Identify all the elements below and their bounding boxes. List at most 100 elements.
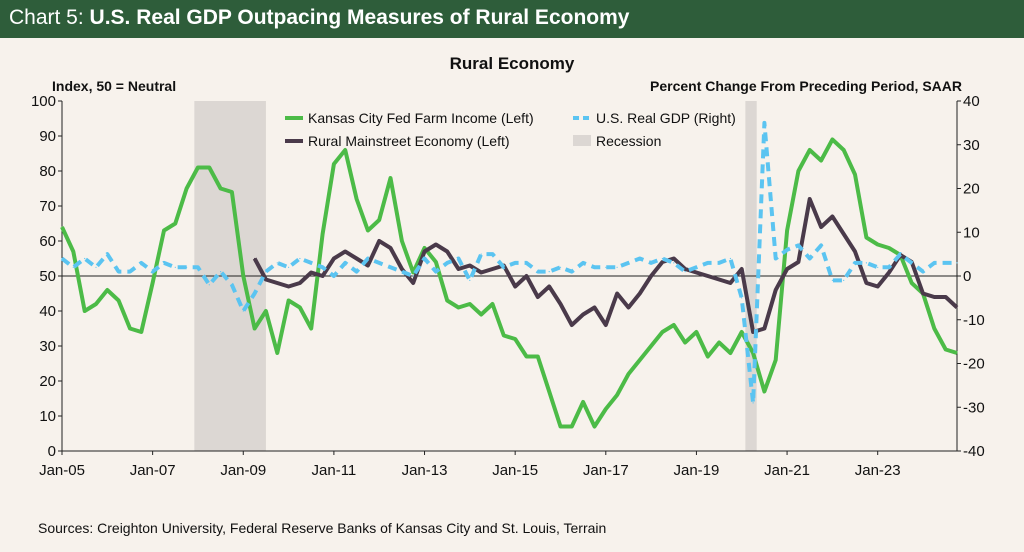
data-point-farm (548, 390, 550, 393)
data-point-rural (423, 250, 426, 253)
data-point-rural (344, 250, 346, 253)
data-point-farm (831, 138, 834, 141)
data-point-rural (695, 271, 698, 274)
data-point-gdp (140, 262, 142, 264)
data-point-farm (480, 313, 482, 316)
data-point-rural (378, 240, 380, 242)
data-point-farm (446, 299, 448, 302)
data-point-farm (616, 394, 618, 396)
data-point-rural (593, 306, 596, 309)
data-point-farm (888, 247, 890, 249)
data-point-rural (775, 289, 777, 291)
data-point-rural (322, 275, 324, 277)
data-point-gdp (843, 279, 845, 281)
data-point-farm (276, 352, 278, 354)
data-point-farm (356, 198, 358, 200)
data-point-gdp (582, 262, 584, 264)
data-point-gdp (152, 271, 154, 273)
data-point-gdp (548, 271, 550, 273)
data-point-farm (639, 359, 641, 361)
data-point-farm (174, 222, 176, 225)
data-point-gdp (491, 253, 494, 255)
data-point-rural (729, 282, 732, 284)
data-point-farm (707, 355, 709, 358)
data-point-rural (888, 271, 890, 274)
data-point-rural (843, 233, 845, 235)
data-point-gdp (888, 266, 890, 268)
left-tick-label: 80 (39, 163, 56, 180)
data-point-farm (593, 425, 596, 428)
data-point-farm (367, 229, 369, 232)
data-point-gdp (163, 262, 165, 264)
data-point-rural (718, 278, 720, 281)
data-point-farm (741, 331, 743, 333)
data-point-gdp (174, 266, 176, 268)
data-point-farm (163, 229, 165, 232)
right-tick-label: -30 (963, 399, 985, 416)
data-point-gdp (242, 310, 244, 312)
data-point-rural (571, 324, 573, 326)
data-point-farm (956, 352, 958, 354)
data-point-gdp (831, 279, 834, 281)
data-point-gdp (208, 284, 210, 286)
data-point-rural (537, 296, 539, 298)
data-point-gdp (571, 271, 573, 273)
data-point-gdp (197, 266, 199, 268)
data-point-rural (673, 257, 675, 260)
data-point-farm (310, 327, 312, 330)
data-point-gdp (118, 271, 120, 273)
series-line-rural (252, 197, 959, 334)
data-point-farm (401, 240, 403, 242)
data-point-rural (650, 275, 652, 277)
data-point-gdp (559, 266, 562, 268)
data-point-gdp (480, 253, 482, 255)
data-point-rural (412, 282, 414, 284)
data-point-gdp (684, 271, 686, 273)
data-point-rural (582, 313, 584, 316)
data-point-farm (673, 324, 675, 326)
x-tick-label: Jan-23 (855, 462, 901, 479)
data-point-gdp (265, 271, 267, 273)
right-tick-label: -40 (963, 443, 985, 460)
data-point-gdp (254, 292, 256, 295)
data-point-rural (299, 282, 301, 284)
x-tick-label: Jan-17 (583, 462, 629, 479)
data-point-gdp (933, 262, 935, 264)
left-tick-label: 60 (39, 233, 56, 250)
data-point-farm (571, 425, 573, 428)
data-point-farm (288, 299, 290, 302)
data-point-gdp (956, 262, 958, 264)
series-line-gdp (60, 120, 957, 405)
data-point-rural (877, 285, 879, 288)
left-tick-label: 70 (39, 198, 56, 215)
data-point-gdp (423, 257, 426, 260)
data-point-farm (877, 243, 879, 246)
data-point-farm (140, 331, 142, 333)
data-point-farm (220, 187, 222, 190)
data-point-gdp (333, 275, 335, 277)
chart-headline: U.S. Real GDP Outpacing Measures of Rura… (89, 6, 630, 29)
x-tick-label: Jan-15 (492, 462, 538, 479)
data-point-gdp (435, 271, 437, 273)
chart-header-bar: Chart 5: U.S. Real GDP Outpacing Measure… (0, 0, 1024, 38)
data-point-gdp (231, 284, 233, 286)
data-point-gdp (525, 262, 528, 264)
data-point-gdp (389, 266, 392, 268)
data-point-farm (627, 373, 630, 375)
data-point-rural (605, 324, 607, 326)
data-point-gdp (322, 266, 324, 268)
data-point-farm (118, 299, 120, 302)
right-tick-label: 10 (963, 224, 980, 241)
data-point-farm (186, 187, 188, 190)
left-tick-label: 40 (39, 303, 56, 320)
data-point-farm (503, 334, 505, 337)
right-tick-label: 20 (963, 181, 980, 198)
data-point-rural (310, 271, 312, 274)
data-point-rural (786, 268, 788, 270)
data-point-rural (265, 278, 267, 281)
legend-label-gdp: U.S. Real GDP (Right) (596, 110, 736, 126)
data-point-farm (265, 310, 267, 312)
data-point-gdp (797, 244, 800, 246)
data-point-gdp (639, 257, 641, 260)
legend-label-recession: Recession (596, 133, 661, 149)
